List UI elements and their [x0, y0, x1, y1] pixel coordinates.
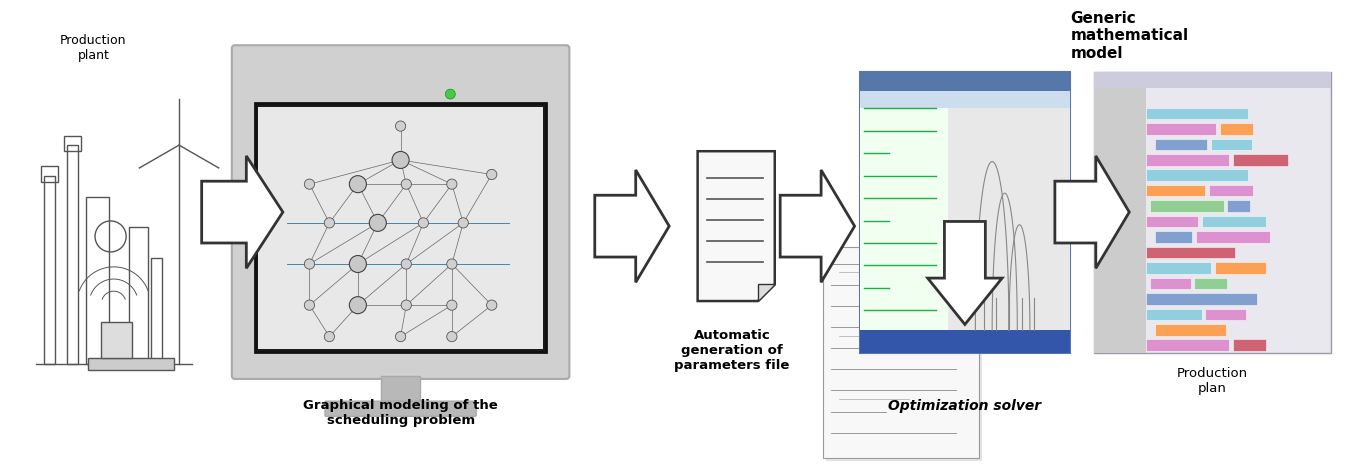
Polygon shape [595, 170, 670, 282]
Bar [381, 376, 420, 402]
Polygon shape [697, 151, 774, 301]
FancyBboxPatch shape [325, 401, 476, 416]
Circle shape [350, 176, 366, 193]
Circle shape [396, 155, 405, 165]
Bar [1150, 200, 1224, 212]
Circle shape [401, 179, 411, 189]
Text: Production
plant: Production plant [60, 34, 126, 62]
Bar [1146, 216, 1197, 227]
Circle shape [396, 121, 405, 131]
Bar [1146, 123, 1216, 135]
Circle shape [353, 259, 363, 269]
Bar [1155, 324, 1226, 335]
Bar [1146, 247, 1235, 258]
Circle shape [353, 300, 363, 310]
Text: Automatic
generation of
parameters file: Automatic generation of parameters file [674, 329, 789, 372]
Bar [66, 145, 77, 364]
Bar [129, 227, 148, 364]
Circle shape [392, 152, 410, 169]
Circle shape [446, 332, 457, 342]
Circle shape [446, 300, 457, 310]
Bar [823, 247, 979, 458]
Circle shape [487, 170, 496, 179]
Circle shape [401, 300, 411, 310]
Circle shape [353, 179, 363, 189]
Bar [1201, 216, 1267, 227]
Bar [1155, 231, 1192, 243]
Circle shape [324, 332, 335, 342]
Bar [1215, 262, 1267, 274]
Polygon shape [780, 170, 854, 282]
Bar [1233, 154, 1288, 166]
Bar [1146, 309, 1201, 320]
Bar [64, 136, 81, 151]
Circle shape [350, 255, 366, 273]
Circle shape [445, 89, 456, 99]
Bar [1150, 277, 1191, 289]
Bar [1210, 185, 1253, 196]
Bar [860, 330, 1070, 353]
Bar [860, 108, 948, 330]
Bar [1146, 108, 1248, 119]
Bar [1094, 72, 1332, 89]
Circle shape [487, 300, 496, 310]
Bar [102, 322, 133, 358]
Polygon shape [928, 221, 1002, 325]
Bar [1233, 340, 1267, 351]
Bar [43, 176, 54, 364]
Bar [826, 250, 982, 461]
Bar [1195, 277, 1227, 289]
Circle shape [369, 214, 386, 231]
Circle shape [304, 179, 315, 189]
Circle shape [373, 218, 382, 228]
Text: Graphical modeling of the
scheduling problem: Graphical modeling of the scheduling pro… [304, 399, 498, 428]
Circle shape [324, 218, 335, 228]
Bar [1155, 138, 1207, 150]
Bar [88, 358, 174, 370]
Bar [1220, 123, 1253, 135]
Circle shape [418, 218, 428, 228]
Bar [1146, 340, 1230, 351]
Circle shape [350, 297, 366, 314]
Bar [255, 103, 546, 352]
Bar [1211, 138, 1252, 150]
Circle shape [304, 259, 315, 269]
Polygon shape [1055, 156, 1130, 268]
Bar [1146, 185, 1205, 196]
Bar [1094, 89, 1146, 353]
Bar [85, 197, 108, 364]
Bar [1146, 170, 1248, 181]
Circle shape [458, 218, 468, 228]
Bar [1227, 200, 1250, 212]
Bar [948, 108, 1070, 330]
Circle shape [396, 332, 405, 342]
FancyBboxPatch shape [232, 45, 570, 379]
Circle shape [446, 179, 457, 189]
Text: Production
plan: Production plan [1177, 366, 1248, 395]
Bar [1205, 309, 1246, 320]
Polygon shape [758, 284, 774, 301]
Text: Generic
mathematical
model: Generic mathematical model [1070, 11, 1189, 61]
Bar [1146, 154, 1230, 166]
Bar [1146, 293, 1257, 305]
Bar [1196, 231, 1271, 243]
Bar [860, 91, 1070, 108]
Bar [41, 166, 58, 182]
Polygon shape [202, 156, 283, 268]
Bar [1094, 72, 1332, 353]
Bar [258, 107, 542, 349]
Bar [860, 72, 1070, 353]
Bar [860, 72, 1070, 91]
Circle shape [401, 259, 411, 269]
Bar [1146, 262, 1211, 274]
Circle shape [446, 259, 457, 269]
Bar [151, 258, 161, 364]
Text: Optimization solver: Optimization solver [888, 399, 1041, 414]
Circle shape [304, 300, 315, 310]
